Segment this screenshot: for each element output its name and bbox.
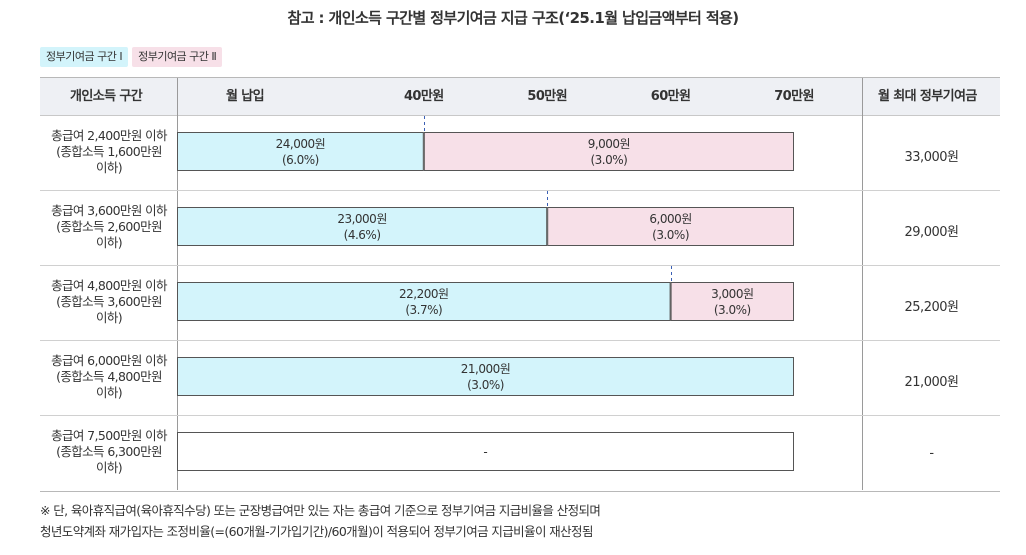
bar-amount-label: 22,200원 xyxy=(399,287,449,301)
row-max-contribution: 21,000원 xyxy=(904,375,959,390)
bar-rate-label: (3.7%) xyxy=(405,303,442,317)
header-max: 월 최대 정부기여금 xyxy=(878,89,977,104)
header-monthly: 월 납입 xyxy=(226,89,265,104)
row-divider xyxy=(40,415,1000,416)
x-tick-label: 40만원 xyxy=(403,89,444,104)
row-max-contribution: 33,000원 xyxy=(904,150,959,165)
column-divider-max xyxy=(862,78,863,490)
bar-segment xyxy=(177,282,671,321)
bar-amount-label: 6,000원 xyxy=(649,212,691,226)
row-label-income: 총급여 6,000만원 이하 (종합소득 4,800만원 이하) xyxy=(51,353,167,400)
legend: 정부기여금 구간 Ⅰ 정부기여금 구간 Ⅱ xyxy=(40,47,223,67)
bar-rate-label: (4.6%) xyxy=(344,228,381,242)
bar-segment xyxy=(547,207,795,246)
row-label-income: 총급여 4,800만원 이하 (종합소득 3,600만원 이하) xyxy=(51,278,167,325)
bar-amount-label: 9,000원 xyxy=(588,137,630,151)
bar-rate-label: (3.0%) xyxy=(652,228,689,242)
bar-rate-label: (3.0%) xyxy=(467,378,504,392)
row-label-income: 총급여 7,500만원 이하 (종합소득 6,300만원 이하) xyxy=(51,428,167,475)
bar-segment xyxy=(177,432,794,471)
row-divider xyxy=(40,340,1000,341)
x-tick-label: 50만원 xyxy=(527,89,567,104)
legend-tier-1: 정부기여금 구간 Ⅰ xyxy=(40,47,129,67)
footnote-line: 청년도약계좌 재가입자는 조정비율(=(60개월-기가입기간)/60개월)이 적… xyxy=(40,524,593,539)
bar-segment xyxy=(177,207,548,246)
footnote: ※ 단, 육아휴직급여(육아휴직수당) 또는 군장병급여만 있는 자는 총급여 … xyxy=(40,500,601,542)
row-divider xyxy=(40,190,1000,191)
legend-tier-2: 정부기여금 구간 Ⅱ xyxy=(132,47,223,67)
table-header xyxy=(40,78,1000,116)
bar-rate-label: (3.0%) xyxy=(590,153,627,167)
bar-rate-label: (6.0%) xyxy=(282,153,319,167)
x-tick-label: 70만원 xyxy=(774,89,814,104)
row-max-contribution: 25,200원 xyxy=(904,300,959,315)
bar-segment xyxy=(670,282,794,321)
page-title: 참고 : 개인소득 구간별 정부기여금 지급 구조(‘25.1월 납입금액부터 … xyxy=(287,9,740,27)
table-frame xyxy=(40,77,1000,492)
x-tick-label: 60만원 xyxy=(650,89,691,104)
bar-segment xyxy=(423,132,794,171)
bar-amount-label: 21,000원 xyxy=(461,362,511,376)
bar-amount-label: 23,000원 xyxy=(337,212,387,226)
header-income: 개인소득 구간 xyxy=(70,89,143,104)
bar-segment xyxy=(177,357,794,396)
row-label-income: 총급여 2,400만원 이하 (종합소득 1,600만원 이하) xyxy=(51,128,167,175)
row-divider xyxy=(40,265,1000,266)
bar-rate-label: (3.0%) xyxy=(714,303,751,317)
bar-amount-label: 24,000원 xyxy=(276,137,326,151)
row-label-income: 총급여 3,600만원 이하 (종합소득 2,600만원 이하) xyxy=(51,203,167,250)
bar-amount-label: 3,000원 xyxy=(711,287,753,301)
bar-amount-label: - xyxy=(483,445,487,459)
footnote-line: ※ 단, 육아휴직급여(육아휴직수당) 또는 군장병급여만 있는 자는 총급여 … xyxy=(40,503,601,518)
bar-segment xyxy=(177,132,424,171)
row-max-contribution: 29,000원 xyxy=(904,225,959,240)
row-max-contribution: - xyxy=(929,446,934,461)
